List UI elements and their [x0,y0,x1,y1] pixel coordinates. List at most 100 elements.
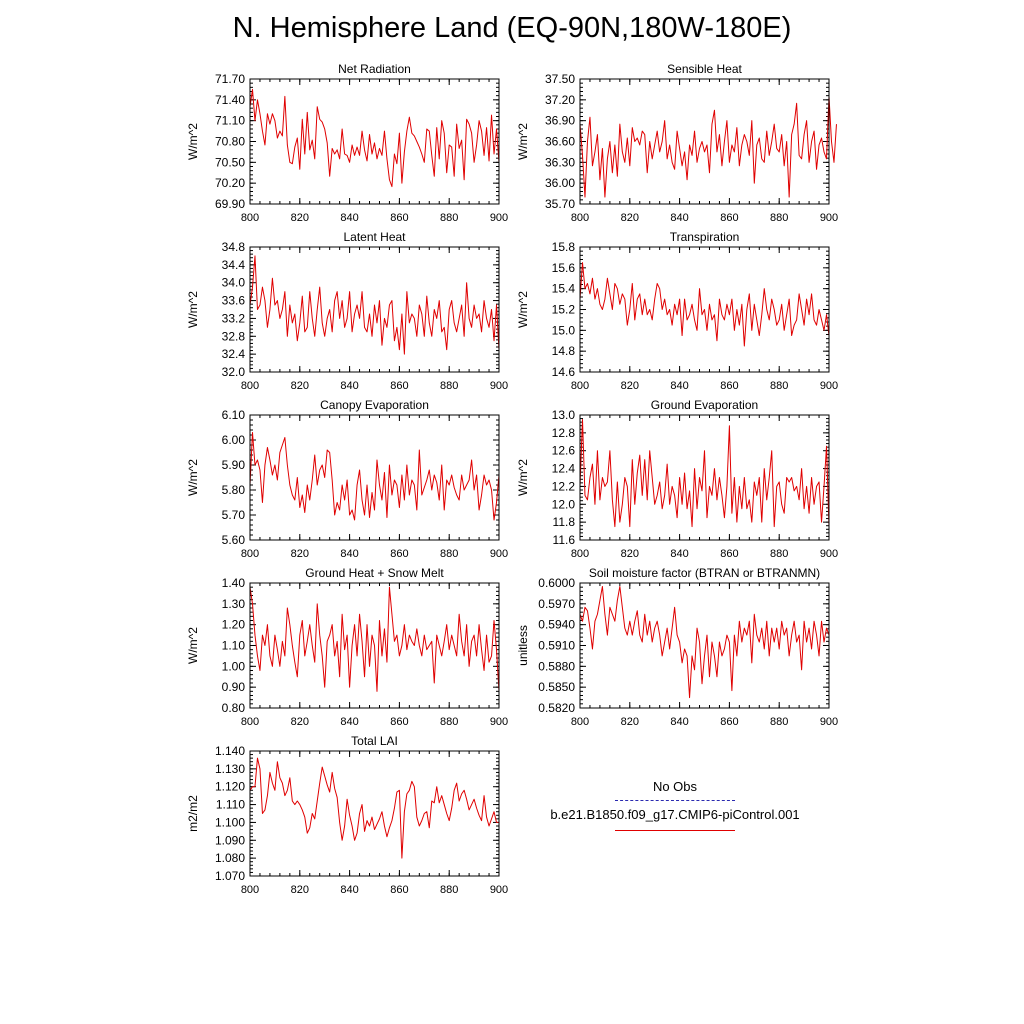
y-tick-label: 5.90 [222,458,246,472]
y-tick-label: 70.50 [215,155,245,169]
panel-latent-heat: Latent Heat W/m^2 32.0 32.4 32.8 33.2 33.6 34.0… [186,230,508,392]
x-tick-label: 880 [770,380,788,392]
y-tick-label: 35.70 [545,197,575,211]
plot-frame [579,78,830,205]
y-tick-label: 1.40 [222,576,246,590]
plot-frame [579,414,830,541]
x-tick-label: 800 [571,716,589,728]
y-tick-label: 1.130 [215,762,245,776]
panel-title: Ground Heat + Snow Melt [305,566,444,580]
x-tick-label: 900 [490,548,508,560]
x-tick-label: 860 [720,548,738,560]
x-tick-label: 880 [440,212,458,224]
x-tick-label: 860 [390,884,408,896]
panel-title: Canopy Evaporation [320,398,429,412]
y-tick-label: 71.70 [215,72,245,86]
legend-model-label: b.e21.B1850.f09_g17.CMIP6-piControl.001 [550,807,800,822]
x-tick-label: 820 [291,212,309,224]
y-tick-label: 12.2 [552,479,576,493]
x-tick-label: 880 [440,716,458,728]
panel-transpiration: Transpiration W/m^2 14.6 14.8 15.0 15.2 15.4 15… [516,230,838,392]
x-tick-label: 800 [241,380,259,392]
y-axis-label: W/m^2 [516,291,530,328]
series-line [579,418,830,528]
x-tick-label: 800 [241,548,259,560]
y-tick-label: 15.6 [552,261,576,275]
y-tick-label: 0.5850 [538,680,575,694]
y-tick-label: 0.5970 [538,597,575,611]
panel-title: Sensible Heat [667,62,742,76]
y-tick-label: 37.20 [545,93,575,107]
x-tick-label: 820 [291,548,309,560]
y-axis-label: W/m^2 [186,459,200,496]
y-tick-label: 1.070 [215,869,245,883]
x-tick-label: 840 [670,380,688,392]
y-tick-label: 33.6 [222,294,246,308]
y-tick-label: 34.8 [222,240,246,254]
y-tick-label: 5.70 [222,508,246,522]
panel-title: Total LAI [351,734,398,748]
x-tick-label: 820 [621,716,639,728]
y-tick-label: 0.5940 [538,618,575,632]
y-tick-label: 0.90 [222,680,246,694]
x-tick-label: 900 [820,212,838,224]
x-tick-label: 840 [340,716,358,728]
y-tick-label: 15.0 [552,323,576,337]
y-tick-label: 36.60 [545,135,575,149]
x-tick-label: 840 [340,212,358,224]
y-tick-label: 6.00 [222,433,246,447]
y-tick-label: 32.8 [222,329,246,343]
panel-title: Net Radiation [338,62,411,76]
x-tick-label: 900 [490,716,508,728]
x-tick-label: 880 [770,716,788,728]
series-line [249,88,500,188]
panel-net-radiation: Net Radiation W/m^2 69.90 70.20 70.50 70.80 71… [186,62,508,224]
y-tick-label: 0.80 [222,701,246,715]
series-line [249,757,499,859]
y-axis-label: W/m^2 [186,291,200,328]
x-tick-label: 860 [720,380,738,392]
x-tick-label: 800 [571,212,589,224]
x-tick-label: 900 [490,212,508,224]
y-tick-label: 1.090 [215,833,245,847]
figure-title: N. Hemisphere Land (EQ-90N,180W-180E) [232,12,792,44]
series-line [579,585,830,699]
y-tick-label: 71.10 [215,114,245,128]
y-tick-label: 12.0 [552,497,576,511]
y-tick-label: 71.40 [215,93,245,107]
x-tick-label: 840 [670,548,688,560]
x-tick-label: 880 [440,380,458,392]
x-tick-label: 840 [670,716,688,728]
y-tick-label: 11.6 [553,533,576,547]
x-tick-label: 880 [440,548,458,560]
y-tick-label: 5.60 [222,533,246,547]
y-tick-label: 15.8 [552,240,576,254]
x-tick-label: 900 [820,716,838,728]
legend-obs-label: No Obs [652,779,698,794]
y-axis-label: W/m^2 [186,123,200,160]
plot-frame [249,414,500,541]
x-tick-label: 880 [770,212,788,224]
y-tick-label: 12.8 [552,426,576,440]
series-line [249,432,500,521]
x-tick-label: 800 [571,380,589,392]
panel-ground-heat-snow-melt: Ground Heat + Snow Melt W/m^2 0.80 0.90 1.00… [186,566,508,728]
y-tick-label: 36.00 [545,176,575,190]
y-axis-label: W/m^2 [186,627,200,664]
y-tick-label: 5.80 [222,483,246,497]
x-tick-label: 900 [820,548,838,560]
plot-frame [579,246,830,373]
x-tick-label: 840 [340,548,358,560]
panel-soil-moisture-factor-btran-or-btranmn: Soil moisture factor (BTRAN or BTRANMN) u… [516,566,838,728]
y-tick-label: 1.140 [215,744,245,758]
y-tick-label: 1.080 [215,851,245,865]
series-line [579,262,830,347]
y-tick-label: 33.2 [222,311,246,325]
series-line [249,586,500,692]
legend-model-line [615,830,735,831]
x-tick-label: 860 [390,548,408,560]
y-tick-label: 14.8 [552,344,576,358]
y-tick-label: 1.30 [222,597,246,611]
x-tick-label: 860 [720,716,738,728]
